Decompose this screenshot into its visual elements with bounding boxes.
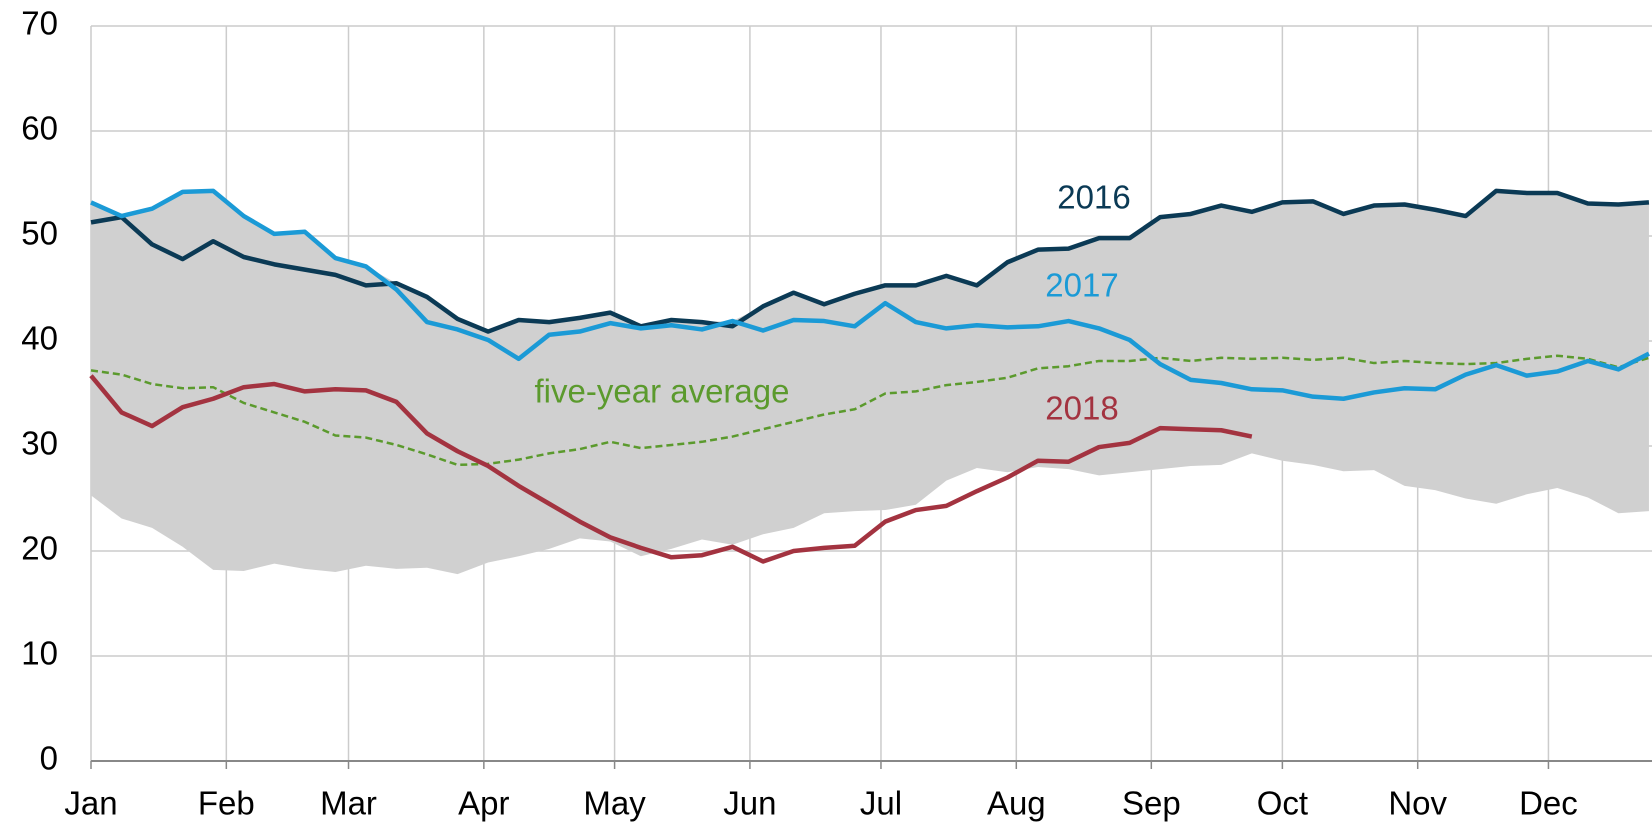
x-tick-label: Feb [198,785,255,822]
series-line [90,354,1650,467]
series-label: 2016 [1057,179,1130,216]
y-tick-label: 30 [21,425,58,462]
x-tick-label: Aug [987,785,1046,822]
x-tick-label: Oct [1257,785,1308,822]
x-tick-label: Sep [1122,785,1181,822]
x-tick-label: Jan [64,785,117,822]
x-tick-label: Nov [1388,785,1447,822]
series-label: 2018 [1045,390,1118,427]
y-tick-label: 40 [21,320,58,357]
x-tick-label: May [583,785,646,822]
series-label: 2017 [1045,267,1118,304]
series-line [90,188,1650,334]
y-tick-label: 0 [40,740,58,777]
y-tick-label: 10 [21,635,58,672]
x-tick-label: Dec [1519,785,1578,822]
series-label: five-year average [535,373,790,410]
y-tick-label: 20 [21,530,58,567]
x-tick-label: Apr [458,785,509,822]
range-band [91,190,1649,575]
y-tick-label: 70 [21,5,58,42]
series-line [89,374,1253,564]
x-tick-label: Jul [860,785,902,822]
y-tick-label: 50 [21,215,58,252]
x-tick-label: Mar [320,785,377,822]
y-tick-label: 60 [21,110,58,147]
series-line [90,188,1650,401]
x-tick-label: Jun [723,785,776,822]
